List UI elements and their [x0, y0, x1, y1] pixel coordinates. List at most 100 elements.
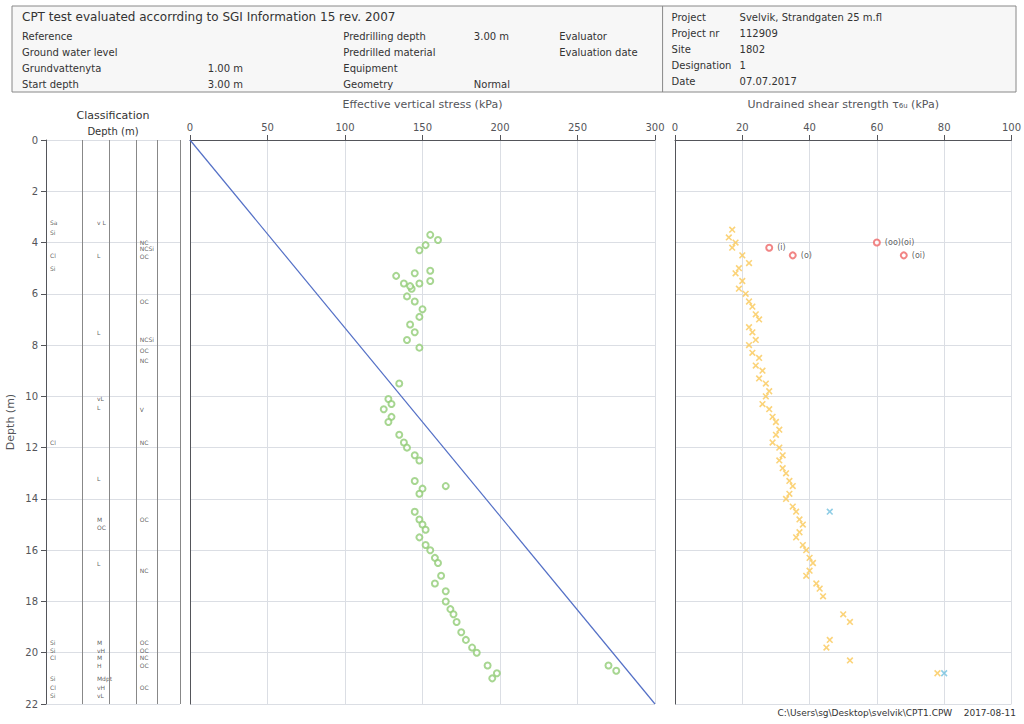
svg-text:Undrained shear strength τ₆ᵤ (: Undrained shear strength τ₆ᵤ (kPa): [748, 98, 939, 111]
svg-text:Site: Site: [672, 44, 691, 55]
svg-text:Project nr: Project nr: [672, 28, 721, 39]
svg-text:vH: vH: [97, 647, 105, 654]
svg-text:Si: Si: [50, 647, 56, 654]
svg-text:Predrilling depth: Predrilling depth: [343, 31, 425, 42]
svg-text:NCSi: NCSi: [140, 336, 154, 343]
svg-text:L: L: [97, 475, 101, 482]
svg-text:1.00 m: 1.00 m: [208, 63, 243, 74]
svg-text:OC: OC: [97, 524, 106, 531]
svg-text:L: L: [97, 404, 101, 411]
svg-text:18: 18: [25, 596, 38, 607]
svg-text:OC: OC: [140, 684, 149, 691]
svg-text:NCSi: NCSi: [140, 245, 154, 252]
svg-text:1: 1: [740, 60, 746, 71]
svg-text:100: 100: [1002, 122, 1021, 133]
svg-text:6: 6: [32, 288, 38, 299]
svg-text:Cl: Cl: [50, 439, 56, 446]
svg-text:Depth (m): Depth (m): [4, 394, 17, 450]
svg-text:OC: OC: [140, 253, 149, 260]
svg-text:Reference: Reference: [22, 31, 72, 42]
svg-text:20: 20: [25, 647, 38, 658]
svg-text:Cl: Cl: [50, 252, 56, 259]
svg-text:80: 80: [938, 122, 951, 133]
svg-text:50: 50: [261, 122, 274, 133]
svg-text:Cl: Cl: [50, 654, 56, 661]
svg-text:Evaluation date: Evaluation date: [559, 47, 638, 58]
svg-text:(i): (i): [777, 243, 785, 252]
svg-text:OC: OC: [140, 662, 149, 669]
svg-text:Svelvik, Strandgaten 25 m.fl: Svelvik, Strandgaten 25 m.fl: [740, 12, 882, 23]
svg-text:200: 200: [490, 122, 509, 133]
svg-text:0: 0: [187, 122, 193, 133]
svg-text:vL: vL: [97, 692, 105, 699]
svg-text:Evaluator: Evaluator: [559, 31, 608, 42]
svg-text:v L: v L: [97, 219, 106, 226]
svg-text:M: M: [97, 654, 102, 661]
svg-text:112909: 112909: [740, 28, 778, 39]
svg-text:14: 14: [25, 493, 38, 504]
svg-text:(oo)(oi): (oo)(oi): [885, 238, 914, 247]
svg-text:Si: Si: [50, 265, 56, 272]
svg-text:4: 4: [32, 237, 38, 248]
svg-text:M: M: [97, 639, 102, 646]
svg-text:0: 0: [672, 122, 678, 133]
svg-text:Normal: Normal: [474, 79, 510, 90]
svg-text:16: 16: [25, 545, 38, 556]
svg-text:Cl: Cl: [50, 684, 56, 691]
svg-text:(oi): (oi): [912, 251, 925, 260]
svg-text:Si: Si: [50, 692, 56, 699]
svg-text:12: 12: [25, 442, 38, 453]
svg-text:OC: OC: [140, 298, 149, 305]
svg-text:L: L: [97, 252, 101, 259]
svg-text:C:\Users\sg\Desktop\svelvik\CP: C:\Users\sg\Desktop\svelvik\CPT1.CPW 201…: [778, 708, 1016, 718]
svg-text:60: 60: [871, 122, 884, 133]
svg-text:Mdpt: Mdpt: [97, 675, 113, 683]
svg-text:2: 2: [32, 186, 38, 197]
svg-text:300: 300: [645, 122, 664, 133]
svg-text:OC: OC: [140, 347, 149, 354]
svg-text:Effective vertical stress (kPa: Effective vertical stress (kPa): [343, 98, 503, 111]
svg-text:Si: Si: [50, 639, 56, 646]
svg-text:OC: OC: [140, 516, 149, 523]
svg-text:NC: NC: [140, 567, 149, 574]
svg-text:10: 10: [25, 391, 38, 402]
svg-text:Si: Si: [50, 675, 56, 682]
svg-text:M: M: [97, 516, 102, 523]
svg-text:250: 250: [568, 122, 587, 133]
svg-text:Depth (m): Depth (m): [87, 126, 138, 137]
svg-text:Grundvattenyta: Grundvattenyta: [22, 63, 101, 74]
svg-text:NC: NC: [140, 654, 149, 661]
svg-text:OC: OC: [140, 647, 149, 654]
svg-text:CPT test evaluated accorrding: CPT test evaluated accorrding to SGI Inf…: [22, 10, 395, 24]
svg-text:H: H: [97, 662, 102, 669]
svg-text:Project: Project: [672, 12, 706, 23]
svg-text:Sa: Sa: [50, 219, 58, 226]
svg-text:20: 20: [736, 122, 749, 133]
svg-text:vL: vL: [97, 395, 105, 402]
svg-text:Predrilled material: Predrilled material: [343, 47, 435, 58]
svg-text:Classification: Classification: [77, 109, 150, 122]
svg-text:NC: NC: [140, 357, 149, 364]
svg-text:Start depth: Start depth: [22, 79, 79, 90]
svg-text:40: 40: [803, 122, 816, 133]
svg-text:Date: Date: [672, 76, 696, 87]
svg-text:1802: 1802: [740, 44, 765, 55]
svg-text:100: 100: [335, 122, 354, 133]
svg-text:vH: vH: [97, 684, 105, 691]
svg-text:L: L: [97, 560, 101, 567]
svg-text:3.00 m: 3.00 m: [474, 31, 509, 42]
svg-text:Designation: Designation: [672, 60, 732, 71]
svg-text:0: 0: [32, 135, 38, 146]
svg-text:(o): (o): [801, 251, 812, 260]
svg-text:V: V: [140, 406, 145, 413]
svg-text:Si: Si: [50, 229, 56, 236]
svg-text:07.07.2017: 07.07.2017: [740, 76, 797, 87]
svg-text:L: L: [97, 329, 101, 336]
svg-text:Equipment: Equipment: [343, 63, 397, 74]
svg-text:150: 150: [413, 122, 432, 133]
svg-text:Ground water level: Ground water level: [22, 47, 117, 58]
svg-text:22: 22: [25, 699, 38, 710]
svg-text:3.00 m: 3.00 m: [208, 79, 243, 90]
svg-text:8: 8: [32, 340, 38, 351]
svg-text:Geometry: Geometry: [343, 79, 393, 90]
